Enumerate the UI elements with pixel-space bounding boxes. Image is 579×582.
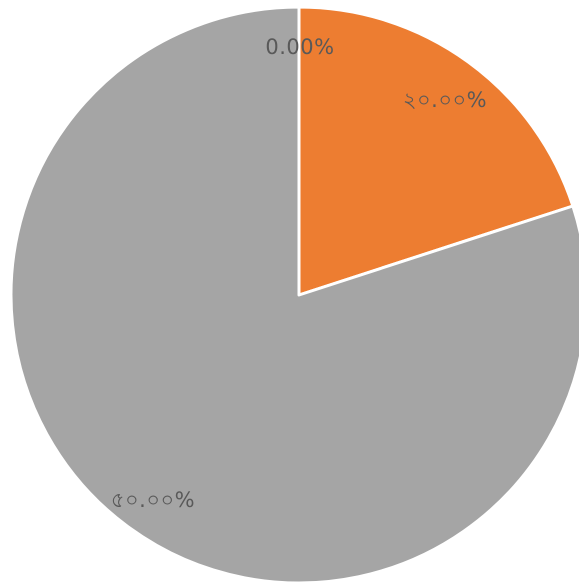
pie-data-labels: 0.00% ২০.০০% ৫০.০০%	[111, 35, 487, 512]
pie-slice-2	[9, 5, 579, 582]
pie-slice-1	[297, 5, 575, 297]
data-label-slice-2: ৫০.০০%	[111, 488, 195, 512]
data-label-slice-0: 0.00%	[265, 35, 334, 59]
pie-slices	[9, 5, 579, 582]
data-label-slice-1: ২০.০০%	[403, 88, 487, 112]
